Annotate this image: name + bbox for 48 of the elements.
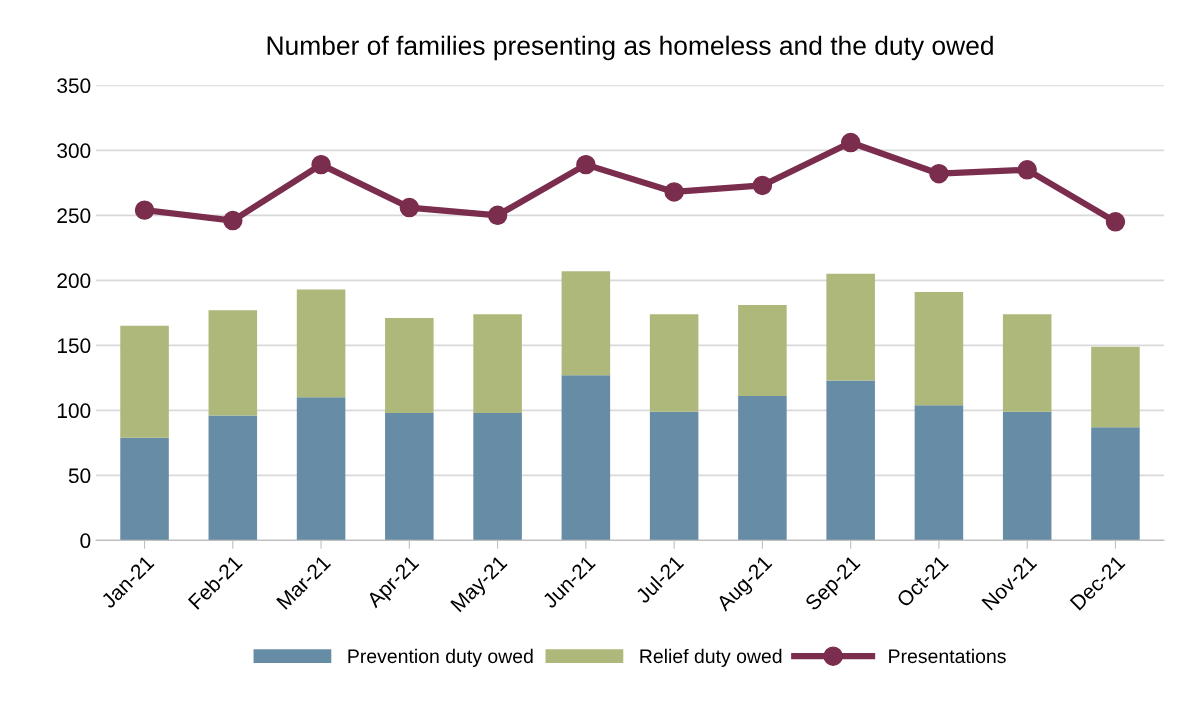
bar [649,411,699,541]
point [223,210,243,231]
y-tick-label: 150 [57,338,91,354]
point [1105,212,1126,232]
bar [1002,314,1052,412]
bar [296,397,346,541]
point [840,132,861,153]
point [134,200,155,220]
bar [826,380,875,541]
bar [561,375,611,541]
bar [826,273,875,381]
bar [914,405,964,541]
point [752,175,773,196]
bar [738,305,787,397]
bar [385,318,434,413]
point [929,164,949,184]
y-tick-label: 250 [57,208,91,224]
bar [208,310,258,416]
point [399,197,420,218]
legend-label: Presentations [889,648,1006,664]
bar [385,412,434,541]
y-tick-label: 200 [57,273,91,289]
bar [296,289,346,398]
bar [649,314,699,412]
y-tick-label: 350 [57,78,91,94]
bar [473,412,522,541]
bar [738,396,787,541]
point [1017,160,1037,180]
bar [1002,411,1052,541]
point [487,205,508,226]
legend-label: Prevention duty owed [348,648,533,667]
y-tick-label: 0 [80,533,91,549]
chart-title: Number of families presenting as homeless and the duty owed [267,35,993,61]
y-tick-label: 300 [57,143,91,159]
point [664,182,684,202]
bar [1091,427,1140,541]
y-tick-label: 100 [57,403,91,419]
bar [120,437,169,541]
point [311,154,331,175]
bar [561,271,611,376]
bar [208,415,258,541]
bar [914,292,964,406]
bar [1091,346,1140,428]
point [576,154,596,175]
legend-label: Relief duty owed [640,648,782,667]
y-tick-label: 50 [68,468,91,484]
bar [120,325,169,438]
bar [473,314,522,413]
